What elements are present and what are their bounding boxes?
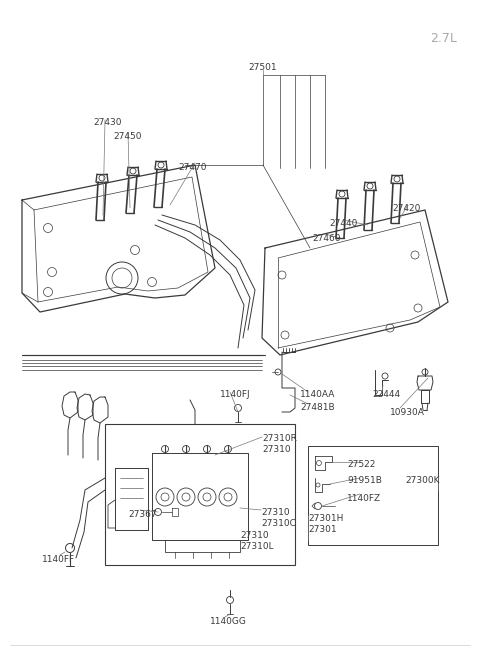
Bar	[105, 424, 295, 565]
Text: 27310C: 27310C	[261, 519, 296, 528]
Text: 27310: 27310	[261, 508, 289, 517]
Text: 91951B: 91951B	[347, 476, 382, 485]
Text: 27481B: 27481B	[300, 403, 335, 412]
Text: 27310L: 27310L	[240, 542, 274, 551]
Text: 27300K: 27300K	[405, 476, 440, 485]
Text: 1140AA: 1140AA	[300, 390, 336, 399]
Text: 27301: 27301	[308, 525, 336, 534]
Text: 27470: 27470	[178, 163, 206, 172]
Text: 27522: 27522	[347, 460, 375, 469]
Text: 27430: 27430	[93, 118, 121, 127]
Text: 27310R: 27310R	[262, 434, 297, 443]
Text: 27301H: 27301H	[308, 514, 343, 523]
Text: 10930A: 10930A	[390, 408, 425, 417]
Text: 1140FF: 1140FF	[42, 555, 75, 564]
Text: 22444: 22444	[372, 390, 400, 399]
Bar	[308, 446, 438, 545]
Text: 27420: 27420	[392, 204, 420, 213]
Text: 27501: 27501	[248, 63, 276, 72]
Text: 1140FJ: 1140FJ	[220, 390, 251, 399]
Text: 1140FZ: 1140FZ	[347, 494, 381, 503]
Text: 27367: 27367	[128, 510, 156, 519]
Text: 27440: 27440	[329, 219, 358, 228]
Text: 27310: 27310	[262, 445, 290, 454]
Text: 27450: 27450	[113, 132, 142, 141]
Text: 27460: 27460	[312, 234, 340, 243]
Text: 27310: 27310	[240, 531, 269, 540]
Text: 2.7L: 2.7L	[430, 32, 457, 45]
Text: 1140GG: 1140GG	[210, 617, 247, 626]
